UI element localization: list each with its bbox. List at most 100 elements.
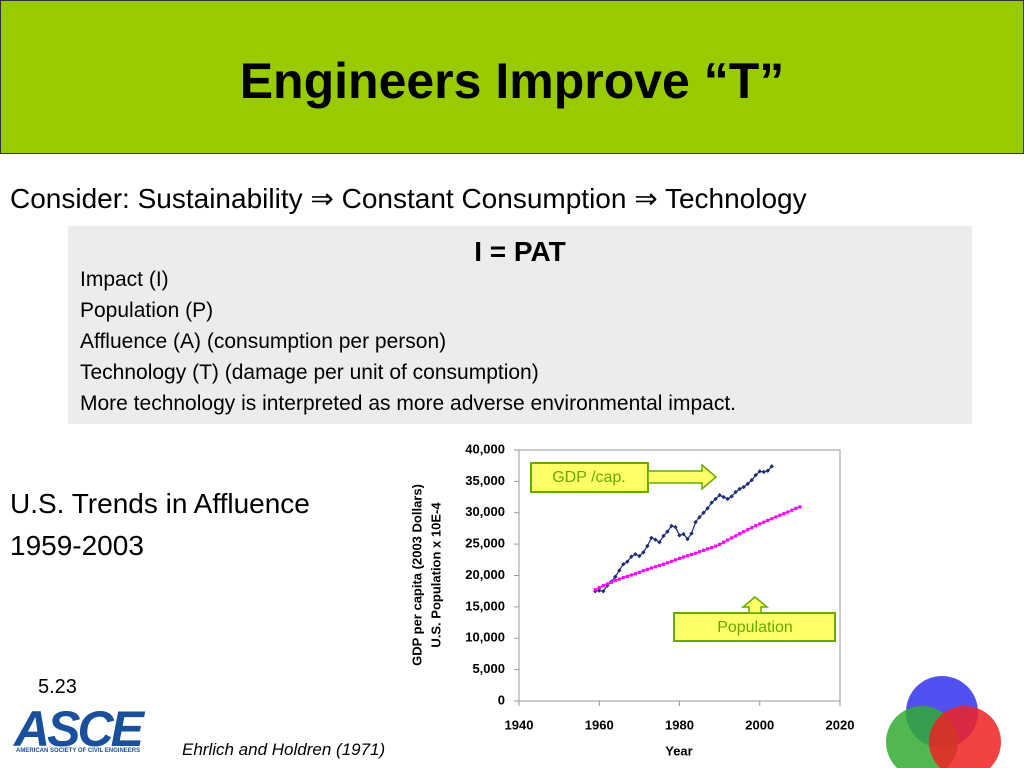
annotation-arrow (647, 463, 718, 491)
annotation-arrow (740, 596, 770, 614)
annotation-box (530, 462, 649, 493)
marker (613, 574, 618, 579)
marker (625, 574, 629, 578)
info-box (68, 226, 972, 424)
x-tick-label: 1960 (585, 717, 614, 732)
marker (685, 536, 690, 542)
marker (689, 552, 694, 557)
box-line: Population (P) (80, 299, 214, 322)
marker (669, 559, 674, 563)
marker (745, 481, 750, 487)
marker (774, 515, 778, 519)
box-line: Technology (T) (damage per unit of consu… (80, 361, 539, 384)
slide-title: Engineers Improve “T” (239, 53, 785, 109)
x-tick-label: 2000 (745, 717, 774, 732)
marker (649, 566, 654, 570)
marker (681, 555, 686, 559)
marker (749, 477, 754, 483)
marker (625, 559, 630, 564)
marker (637, 553, 642, 559)
marker (798, 505, 802, 509)
marker (778, 513, 782, 517)
marker (597, 588, 602, 593)
marker (653, 537, 658, 542)
marker (766, 518, 770, 523)
marker (601, 588, 606, 594)
marker (621, 562, 626, 567)
marker (621, 576, 625, 580)
marker (718, 542, 722, 546)
marker (673, 524, 678, 530)
marker (770, 517, 774, 521)
marker (750, 526, 754, 530)
marker (705, 506, 710, 511)
marker (710, 545, 714, 550)
x-tick-label: 2020 (826, 717, 855, 732)
marker (629, 573, 633, 577)
y-tick-label: 30,000 (465, 504, 505, 519)
annotation-box (673, 612, 836, 642)
marker (714, 544, 718, 548)
marker (709, 500, 714, 505)
marker (742, 530, 746, 534)
marker (725, 496, 730, 502)
marker (685, 554, 690, 558)
marker (713, 496, 718, 502)
marker (762, 520, 766, 524)
y-tick-label: 40,000 (465, 441, 505, 456)
marker (705, 547, 710, 551)
marker (753, 472, 758, 478)
marker (601, 584, 605, 588)
marker (786, 510, 790, 514)
marker (641, 569, 645, 573)
marker (617, 568, 622, 573)
marker (653, 565, 658, 569)
x-tick-label: 1940 (505, 717, 534, 732)
marker (722, 540, 726, 544)
y-tick-label: 35,000 (465, 473, 505, 488)
y-tick-label: 5,000 (472, 661, 505, 676)
marker (661, 533, 666, 539)
marker (649, 535, 654, 541)
marker (769, 464, 774, 469)
marker (693, 519, 698, 525)
annotation: Population (717, 619, 793, 636)
marker (593, 588, 597, 592)
marker (746, 528, 750, 532)
marker (693, 551, 698, 555)
marker (730, 536, 734, 540)
marker (657, 540, 662, 545)
marker (633, 551, 638, 557)
y-tick-label: 25,000 (465, 536, 505, 551)
series-line (594, 506, 801, 591)
marker (701, 510, 706, 515)
marker (681, 531, 686, 537)
marker (741, 484, 746, 490)
marker (765, 468, 770, 473)
marker (754, 524, 758, 528)
marker (657, 563, 662, 568)
marker (617, 577, 621, 581)
marker (689, 531, 694, 536)
marker (734, 534, 738, 538)
title-bar (0, 0, 1024, 154)
side-text: U.S. Trends in Affluence (10, 488, 310, 519)
marker (726, 538, 730, 542)
box-heading: I = PAT (474, 236, 566, 267)
side-text: 1959-2003 (10, 530, 144, 561)
marker (790, 508, 794, 512)
marker (613, 578, 617, 583)
marker (677, 556, 682, 561)
marker (758, 522, 762, 526)
marker (677, 533, 682, 538)
x-tick-label: 1980 (665, 717, 694, 732)
marker (673, 558, 678, 562)
subtitle: Consider: Sustainability ⇒ Constant Cons… (10, 183, 807, 214)
y-tick-label: 0 (498, 692, 505, 707)
marker (597, 586, 601, 590)
marker (641, 550, 646, 555)
marker (633, 572, 637, 576)
annotation: GDP /cap. (552, 469, 626, 486)
